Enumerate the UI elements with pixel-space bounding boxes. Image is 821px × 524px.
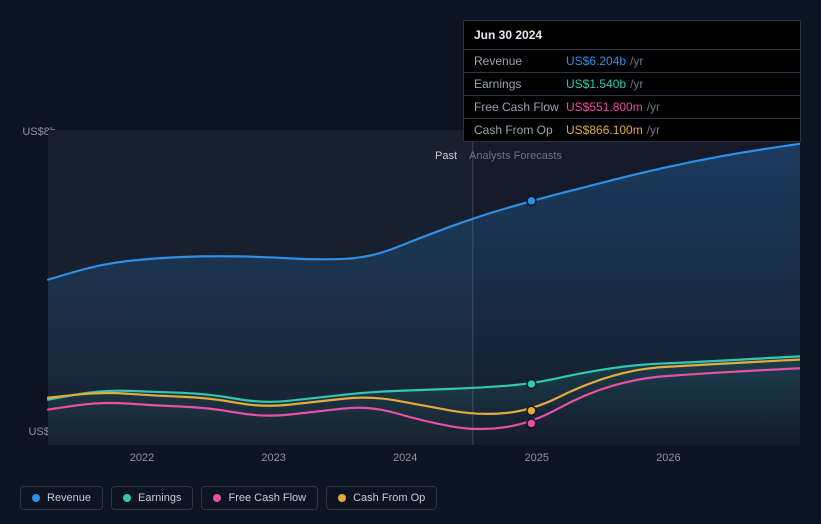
tooltip-row: Cash From Op US$866.100m /yr	[464, 119, 800, 141]
x-axis-year-label: 2026	[656, 452, 680, 464]
tooltip-metric-unit: /yr	[630, 77, 643, 91]
legend-label: Cash From Op	[353, 492, 425, 504]
tooltip-metric-label: Cash From Op	[474, 123, 566, 137]
cfo-marker	[527, 406, 536, 415]
x-axis-year-label: 2025	[525, 452, 549, 464]
tooltip-row: Free Cash Flow US$551.800m /yr	[464, 96, 800, 119]
revenue-marker	[527, 196, 536, 205]
tooltip-metric-unit: /yr	[630, 54, 643, 68]
legend-dot-icon	[338, 494, 346, 502]
fcf-marker	[527, 419, 536, 428]
tooltip-metric-label: Free Cash Flow	[474, 100, 566, 114]
legend-label: Free Cash Flow	[228, 492, 306, 504]
legend: Revenue Earnings Free Cash Flow Cash Fro…	[20, 486, 437, 510]
past-region-label: Past	[435, 150, 457, 162]
x-axis-year-label: 2024	[393, 452, 417, 464]
tooltip-row: Revenue US$6.204b /yr	[464, 50, 800, 73]
legend-label: Earnings	[138, 492, 181, 504]
tooltip-metric-unit: /yr	[647, 123, 660, 137]
x-axis-year-label: 2023	[261, 452, 285, 464]
legend-label: Revenue	[47, 492, 91, 504]
tooltip-metric-value: US$551.800m	[566, 100, 643, 114]
tooltip-metric-unit: /yr	[647, 100, 660, 114]
tooltip-metric-label: Earnings	[474, 77, 566, 91]
forecast-region-label: Analysts Forecasts	[469, 150, 562, 162]
legend-item-free-cash-flow[interactable]: Free Cash Flow	[201, 486, 318, 510]
legend-item-cash-from-op[interactable]: Cash From Op	[326, 486, 437, 510]
tooltip-metric-value: US$1.540b	[566, 77, 626, 91]
earnings-marker	[527, 379, 536, 388]
chart-plot[interactable]	[20, 130, 800, 445]
legend-dot-icon	[213, 494, 221, 502]
chart-svg	[20, 130, 800, 445]
hover-tooltip: Jun 30 2024 Revenue US$6.204b /yrEarning…	[463, 20, 801, 142]
legend-item-earnings[interactable]: Earnings	[111, 486, 193, 510]
x-axis-year-label: 2022	[130, 452, 154, 464]
legend-dot-icon	[123, 494, 131, 502]
tooltip-date: Jun 30 2024	[464, 21, 800, 50]
legend-dot-icon	[32, 494, 40, 502]
tooltip-metric-value: US$6.204b	[566, 54, 626, 68]
legend-item-revenue[interactable]: Revenue	[20, 486, 103, 510]
tooltip-metric-value: US$866.100m	[566, 123, 643, 137]
tooltip-row: Earnings US$1.540b /yr	[464, 73, 800, 96]
tooltip-metric-label: Revenue	[474, 54, 566, 68]
